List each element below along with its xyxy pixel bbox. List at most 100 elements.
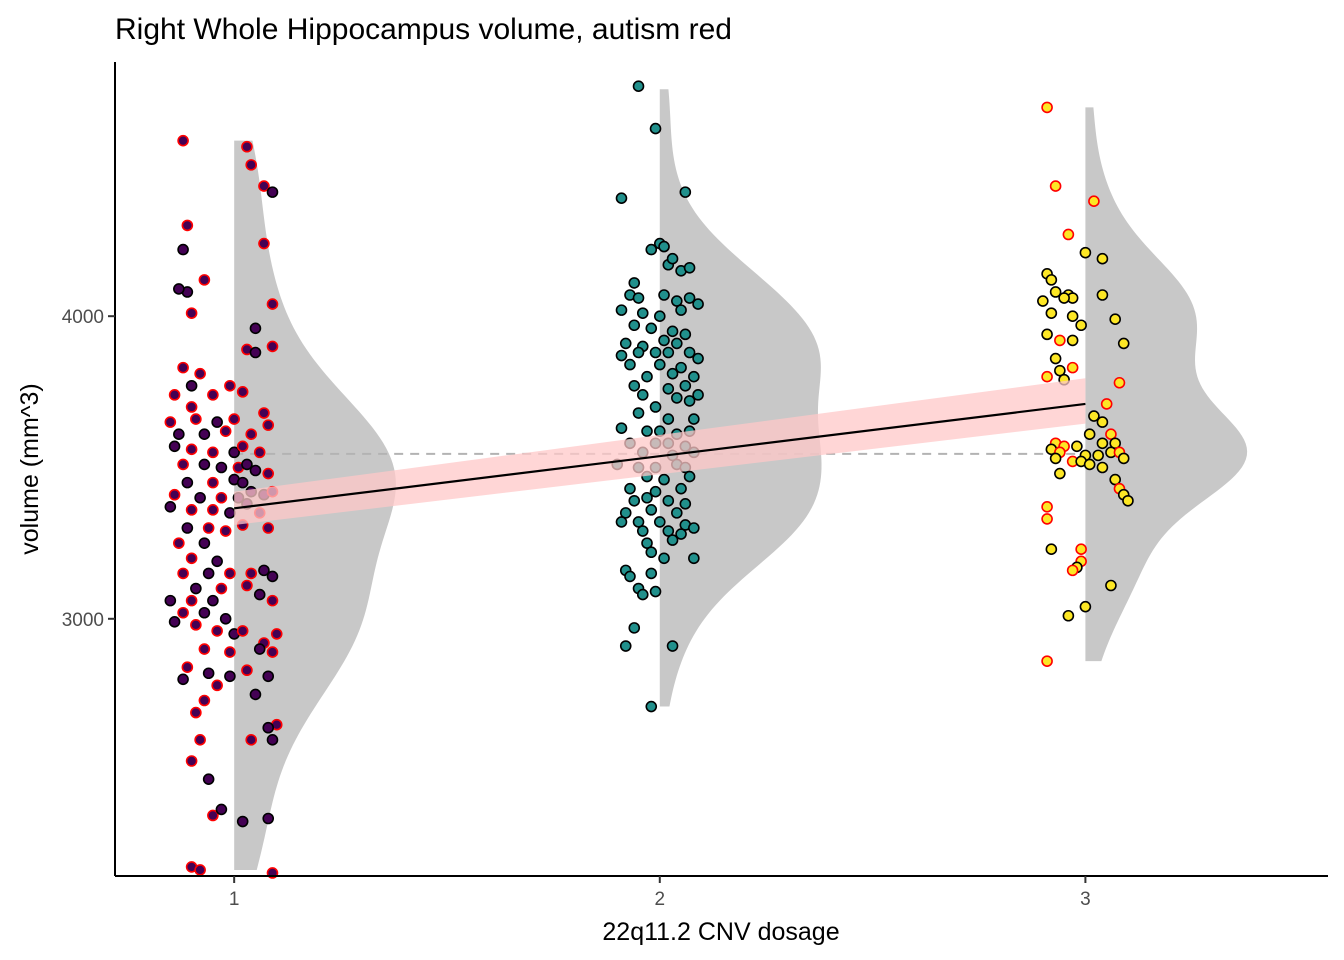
data-point-autism [194,864,206,876]
data-point-autism [194,367,206,380]
data-point [619,640,632,652]
data-point [1096,461,1109,474]
data-point [662,346,675,359]
data-point [1109,473,1121,486]
data-point-autism [207,809,219,822]
data-point [662,525,675,537]
data-point [649,346,662,359]
data-point [1049,452,1062,465]
data-point-autism [207,476,219,489]
data-point [683,395,696,407]
violin-3 [1085,107,1248,662]
data-point [662,494,675,507]
data-point-autism [266,594,279,607]
data-point-autism [190,706,202,719]
data-point [615,192,628,204]
data-point [615,304,628,316]
data-point [1041,328,1053,341]
data-point [615,516,628,528]
data-point [1117,452,1130,465]
data-point [198,606,211,619]
data-point [658,289,670,301]
data-point [624,358,636,371]
data-point [666,640,679,652]
data-point [649,585,662,598]
data-point-autism [164,416,177,428]
data-point [658,473,670,486]
data-point-autism [219,425,232,437]
data-point [675,528,687,540]
data-point [228,446,240,459]
data-point [641,370,653,383]
data-point [666,367,679,380]
y-axis-ticks: 3000 4000 [62,307,115,631]
data-point [619,507,632,519]
data-point [632,80,645,93]
data-point [624,482,636,495]
data-point [641,537,653,549]
data-point-autism [228,413,240,425]
data-point [181,522,194,534]
data-point [1075,319,1087,332]
data-point-autism [190,619,202,631]
data-point [683,292,696,304]
data-point [173,428,185,441]
data-point [1054,364,1066,377]
data-point [211,555,223,568]
data-point [198,428,211,441]
data-point-autism [258,407,270,419]
data-point [662,413,675,425]
data-point-autism [245,159,257,171]
data-point-autism [177,567,189,580]
data-point-autism [224,646,236,658]
data-point [666,252,679,265]
data-point [211,416,223,428]
data-point-autism [173,537,185,549]
data-point [215,461,228,474]
data-point [636,389,649,401]
data-point-autism [241,140,253,153]
data-point [168,616,181,628]
data-point [641,491,653,504]
data-point-autism [185,504,198,516]
data-point [262,670,275,683]
chart-title: Right Whole Hippocampus volume, autism r… [115,13,732,46]
data-point [688,522,700,534]
data-point-autism [181,219,194,232]
data-point [675,361,687,374]
data-point [692,352,704,365]
data-point-autism [215,582,228,595]
data-point [688,413,700,425]
plot-area [164,80,1248,879]
data-point [1109,437,1121,450]
data-point-autism [198,694,211,707]
data-point [675,482,687,495]
data-point-autism [262,419,275,431]
data-point [1096,252,1109,265]
data-point [177,243,189,256]
data-point-autism [1066,564,1079,577]
data-point [1117,337,1130,350]
data-point [679,379,692,392]
data-point-autism [258,237,270,250]
data-point [658,240,670,253]
data-point [671,392,683,404]
data-point [628,622,641,634]
data-point [675,304,687,316]
data-point [202,667,215,680]
y-tick-label: 3000 [62,610,104,631]
data-point-autism [177,134,189,147]
data-point-autism [1105,428,1117,441]
data-point [262,812,275,825]
data-point-autism [185,552,198,565]
data-point [1122,494,1134,507]
data-point [671,295,683,307]
data-point-autism [1066,361,1079,374]
data-point [632,346,645,359]
data-point-autism [270,628,283,640]
data-point [249,322,262,335]
data-point [645,322,658,335]
data-point [628,277,641,289]
data-point [249,346,262,359]
